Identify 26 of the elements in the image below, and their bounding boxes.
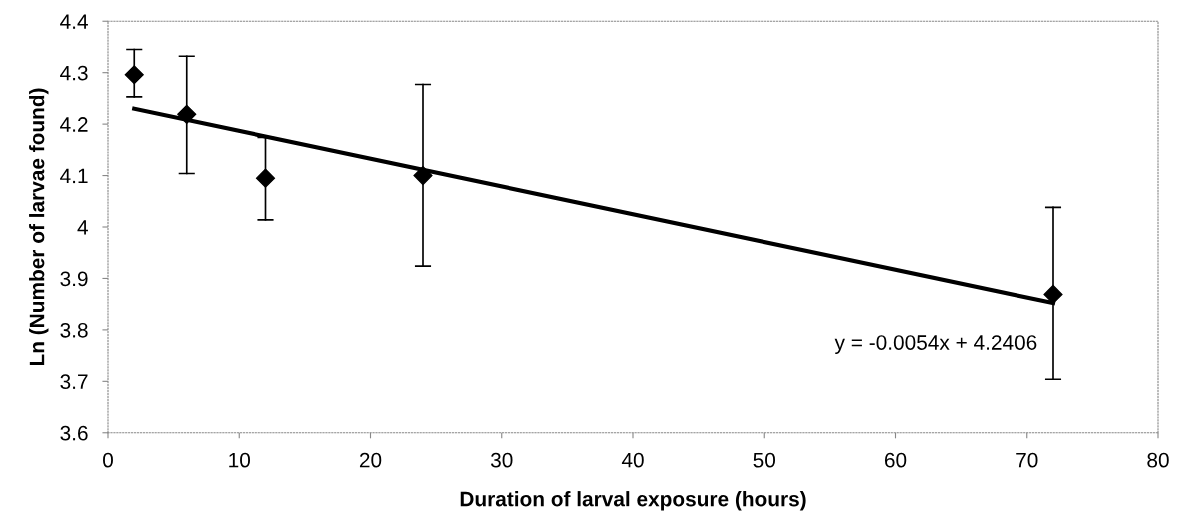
y-tick-label: 3.9 [60, 271, 88, 287]
x-tick-label: 80 [1147, 452, 1169, 468]
point [255, 168, 276, 188]
x-tick-label: 20 [359, 452, 382, 468]
point [124, 65, 144, 85]
y-tick-label: 4.3 [60, 65, 88, 81]
point [177, 104, 197, 124]
y-tick-label: 4.4 [60, 14, 88, 29]
x-tick-label: 0 [103, 452, 113, 468]
x-tick-label: 40 [621, 452, 644, 468]
y-tick-label: 3.7 [60, 374, 88, 390]
x-tick-label: 10 [229, 452, 251, 468]
y-axis-title: Ln (Number of larvae found) [29, 88, 49, 366]
point [413, 166, 433, 186]
x-axis-title: Duration of larval exposure (hours) [460, 491, 806, 511]
x-tick-label: 70 [1016, 452, 1038, 468]
x-tick-label: 30 [490, 452, 513, 468]
point [1043, 284, 1063, 304]
y-tick-label: 4.1 [60, 168, 88, 184]
annotation: y = -0.0054x + 4.2406 [834, 335, 1037, 354]
y-tick-label: 3.6 [60, 425, 88, 441]
x-tick-label: 50 [753, 452, 776, 468]
y-tick-label: 4 [77, 220, 88, 235]
x-tick-label: 60 [884, 452, 907, 468]
y-tick-label: 4.2 [60, 117, 88, 132]
y-tick-label: 3.8 [60, 322, 88, 338]
